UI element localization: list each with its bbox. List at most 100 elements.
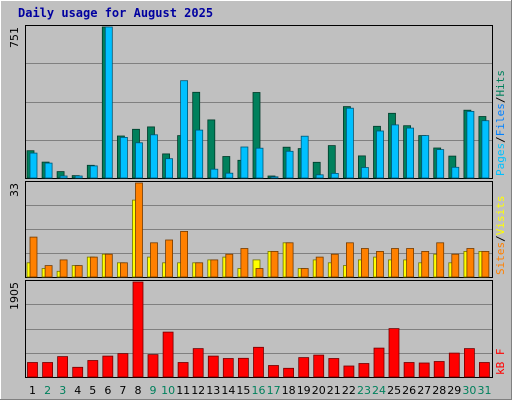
bar-files-day-23 (360, 167, 369, 179)
bar-files-day-21 (330, 172, 339, 179)
bar-kb-f-day-26 (403, 362, 415, 378)
x-tick-day-4: 4 (74, 384, 81, 397)
x-tick-day-30: 30 (462, 384, 476, 397)
x-tick-day-13: 13 (206, 384, 220, 397)
bar-sites-day-28 (436, 242, 445, 278)
bar-kb-f-day-31 (478, 362, 490, 378)
x-tick-day-7: 7 (119, 384, 126, 397)
x-tick-day-23: 23 (357, 384, 371, 397)
legend-kb: kB F (494, 349, 507, 376)
panel-1-ymax-label: 751 (8, 27, 21, 48)
bar-sites-day-6 (104, 253, 113, 278)
x-tick-day-1: 1 (29, 384, 36, 397)
bar-kb-f-day-7 (117, 353, 129, 378)
x-tick-day-22: 22 (342, 384, 356, 397)
bar-kb-f-day-4 (72, 366, 84, 378)
x-tick-day-2: 2 (44, 384, 51, 397)
bar-kb-f-day-15 (237, 357, 249, 378)
bar-sites-day-1 (29, 236, 38, 278)
chart-title: Daily usage for August 2025 (18, 6, 214, 20)
x-tick-day-3: 3 (59, 384, 66, 397)
bar-kb-f-day-25 (388, 328, 400, 378)
bar-sites-day-3 (59, 259, 68, 278)
x-tick-day-10: 10 (161, 384, 175, 397)
x-tick-day-28: 28 (432, 384, 446, 397)
bar-sites-day-27 (421, 250, 430, 278)
x-tick-day-25: 25 (387, 384, 401, 397)
bar-sites-day-20 (315, 256, 324, 278)
bar-sites-day-22 (345, 242, 354, 278)
panel-2-ymax-label: 33 (8, 183, 21, 197)
panel-1-legend: Pages/Files/Hits (494, 70, 507, 176)
panel-2-border (25, 181, 493, 278)
bar-files-day-19 (300, 135, 309, 179)
bar-sites-day-17 (270, 250, 279, 278)
x-tick-day-17: 17 (267, 384, 281, 397)
bar-kb-f-day-16 (253, 346, 264, 378)
bar-files-day-10 (165, 158, 174, 179)
x-tick-day-29: 29 (447, 384, 461, 397)
panel-1-border (25, 25, 493, 179)
bar-kb-f-day-23 (358, 363, 370, 378)
bar-sites-day-25 (391, 248, 399, 278)
bar-sites-day-29 (451, 253, 460, 278)
bar-files-day-1 (29, 152, 38, 179)
x-tick-day-5: 5 (89, 384, 96, 397)
legend-sites: Sites (494, 242, 507, 275)
bar-kb-f-day-1 (27, 362, 38, 378)
bar-sites-day-8 (135, 182, 143, 278)
bar-files-day-9 (150, 134, 158, 179)
x-tick-day-24: 24 (372, 384, 386, 397)
bar-kb-f-day-20 (313, 354, 325, 378)
bar-files-day-2 (44, 162, 53, 179)
bar-kb-f-day-5 (87, 360, 99, 378)
bar-files-day-6 (104, 26, 113, 179)
bar-files-day-4 (74, 175, 83, 179)
bar-sites-day-26 (406, 248, 415, 278)
bar-files-day-18 (285, 150, 294, 179)
bar-files-day-28 (436, 149, 445, 179)
bar-kb-f-day-10 (162, 331, 174, 378)
legend-separator: / (494, 97, 507, 104)
x-tick-day-8: 8 (135, 384, 142, 397)
bar-kb-f-day-28 (433, 361, 445, 378)
bar-sites-day-4 (74, 265, 83, 278)
bar-sites-day-30 (466, 248, 475, 278)
x-tick-day-16: 16 (252, 384, 266, 397)
bar-sites-day-18 (285, 242, 294, 278)
bar-kb-f-day-12 (192, 348, 204, 378)
panel-2-legend: Sites/Visits (494, 196, 507, 276)
bar-files-day-27 (421, 135, 430, 179)
bar-files-day-17 (270, 176, 279, 179)
x-tick-day-19: 19 (297, 384, 311, 397)
bar-files-day-24 (376, 130, 384, 179)
bar-kb-f-day-9 (147, 354, 159, 378)
legend-separator: / (494, 235, 507, 242)
x-tick-day-20: 20 (312, 384, 326, 397)
bar-kb-f-day-13 (207, 355, 219, 378)
panel-3-ymax-label: 1905 (8, 282, 21, 310)
bar-sites-day-7 (120, 262, 128, 278)
bar-kb-f-day-17 (268, 365, 279, 378)
bar-files-day-20 (315, 174, 324, 179)
bar-sites-day-10 (165, 239, 174, 278)
bar-kb-f-day-6 (102, 355, 114, 378)
panel-3-border (25, 280, 493, 378)
bar-sites-day-15 (240, 248, 249, 278)
bar-kb-f-day-2 (42, 362, 53, 378)
legend-hits: Hits (494, 70, 507, 97)
bar-files-day-31 (481, 120, 490, 179)
bar-sites-day-21 (330, 253, 339, 278)
bar-files-day-15 (240, 146, 249, 179)
bar-kb-f-day-21 (328, 358, 340, 378)
bar-files-day-30 (466, 111, 475, 179)
bar-kb-f-day-24 (373, 347, 385, 378)
bar-sites-day-31 (481, 250, 490, 278)
bar-sites-day-24 (376, 250, 384, 278)
bar-sites-day-2 (44, 265, 53, 278)
bar-sites-day-11 (180, 230, 189, 278)
bar-files-day-16 (255, 147, 264, 179)
